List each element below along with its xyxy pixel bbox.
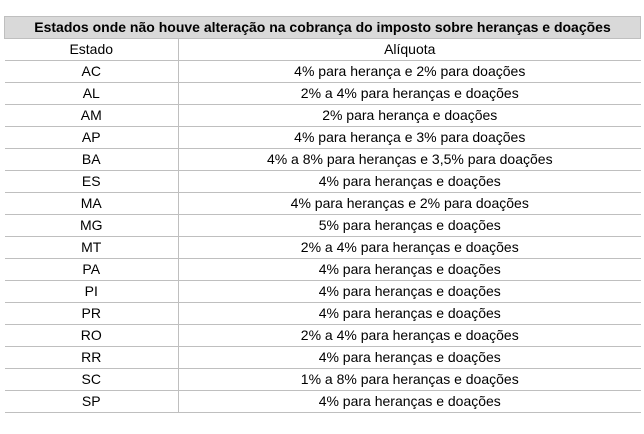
table-title: Estados onde não houve alteração na cobr… [3, 16, 642, 39]
column-header-aliquota: Alíquota [177, 38, 641, 61]
state-cell: MT [4, 236, 179, 259]
tax-table-sheet: Estados onde não houve alteração na cobr… [3, 16, 642, 413]
rate-cell: 2% a 4% para heranças e doações [177, 82, 641, 105]
state-cell: AC [4, 60, 179, 83]
rate-cell: 4% para heranças e doações [177, 302, 641, 325]
table-row: ES 4% para heranças e doações [4, 170, 641, 193]
tax-rate-table: Estados onde não houve alteração na cobr… [3, 16, 642, 413]
table-row: RO 2% a 4% para heranças e doações [4, 324, 641, 347]
table-row: PI 4% para heranças e doações [4, 280, 641, 303]
table-title-row: Estados onde não houve alteração na cobr… [3, 16, 642, 39]
state-cell: MA [4, 192, 179, 215]
rate-cell: 5% para heranças e doações [177, 214, 641, 237]
rate-cell: 4% para heranças e doações [177, 280, 641, 303]
table-row: SP 4% para heranças e doações [4, 390, 641, 413]
state-cell: AP [4, 126, 179, 149]
rate-cell: 4% para herança e 3% para doações [177, 126, 641, 149]
rate-cell: 4% para herança e 2% para doações [177, 60, 641, 83]
rate-cell: 4% para heranças e doações [177, 390, 641, 413]
state-cell: PR [4, 302, 179, 325]
table-row: RR 4% para heranças e doações [4, 346, 641, 369]
rate-cell: 4% para heranças e 2% para doações [177, 192, 641, 215]
state-cell: PI [4, 280, 179, 303]
state-cell: SC [4, 368, 179, 391]
state-cell: BA [4, 148, 179, 171]
table-row: AP 4% para herança e 3% para doações [4, 126, 641, 149]
state-cell: AM [4, 104, 179, 127]
table-row: MA 4% para heranças e 2% para doações [4, 192, 641, 215]
rate-cell: 2% para herança e doações [177, 104, 641, 127]
rate-cell: 4% para heranças e doações [177, 258, 641, 281]
state-cell: RR [4, 346, 179, 369]
table-row: BA 4% a 8% para heranças e 3,5% para doaç… [4, 148, 641, 171]
state-cell: MG [4, 214, 179, 237]
state-cell: AL [4, 82, 179, 105]
table-row: AL 2% a 4% para heranças e doações [4, 82, 641, 105]
state-cell: ES [4, 170, 179, 193]
rate-cell: 4% a 8% para heranças e 3,5% para doaçõe… [177, 148, 641, 171]
table-row: MT 2% a 4% para heranças e doações [4, 236, 641, 259]
state-cell: SP [4, 390, 179, 413]
rate-cell: 1% a 8% para heranças e doações [177, 368, 641, 391]
state-cell: RO [4, 324, 179, 347]
table-row: MG 5% para heranças e doações [4, 214, 641, 237]
rate-cell: 2% a 4% para heranças e doações [177, 324, 641, 347]
table-row: AM 2% para herança e doações [4, 104, 641, 127]
table-row: AC 4% para herança e 2% para doações [4, 60, 641, 83]
state-cell: PA [4, 258, 179, 281]
table-row: PA 4% para heranças e doações [4, 258, 641, 281]
table-row: SC 1% a 8% para heranças e doações [4, 368, 641, 391]
table-body: AC 4% para herança e 2% para doações AL 2% … [4, 60, 641, 413]
rate-cell: 4% para heranças e doações [177, 170, 641, 193]
rate-cell: 4% para heranças e doações [177, 346, 641, 369]
column-header-estado: Estado [4, 38, 179, 61]
table-header-row: Estado Alíquota [4, 38, 641, 61]
rate-cell: 2% a 4% para heranças e doações [177, 236, 641, 259]
table-row: PR 4% para heranças e doações [4, 302, 641, 325]
